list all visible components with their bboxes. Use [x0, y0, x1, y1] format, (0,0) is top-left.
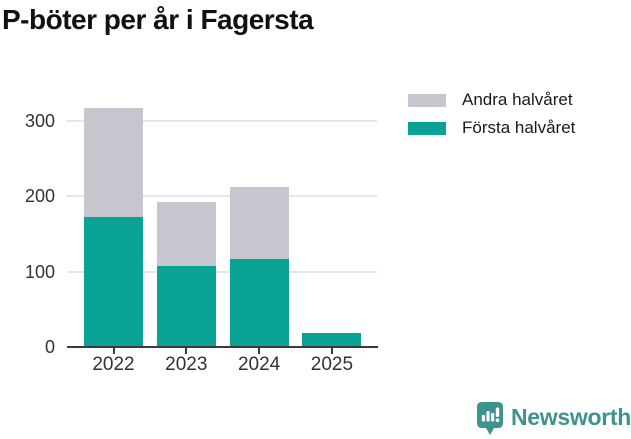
gridline-y-200	[67, 195, 377, 198]
legend: Andra halvåret Första halvåret	[408, 86, 575, 142]
x-tick-label-2023: 2023	[165, 354, 208, 375]
bar-2024-andra-halv-ret	[229, 187, 289, 259]
y-tick-label-300: 300	[24, 111, 55, 132]
x-tick-mark-2023	[185, 348, 188, 354]
y-tick-label-100: 100	[24, 261, 55, 282]
bar-2024-f-rsta-halv-ret	[229, 258, 289, 347]
legend-item-f-rsta-halv-ret: Första halvåret	[408, 114, 575, 142]
bar-2025-f-rsta-halv-ret	[302, 333, 362, 347]
x-tick-mark-2025	[330, 348, 333, 354]
legend-swatch-andra-halv-ret	[408, 93, 446, 107]
newsworthy-logo-text: Newsworthy	[511, 404, 631, 430]
bar-2022-andra-halv-ret	[84, 107, 143, 217]
y-tick-label-200: 200	[24, 186, 55, 207]
newsworthy-logo-icon	[477, 402, 503, 435]
bar-2022-f-rsta-halv-ret	[84, 216, 143, 347]
legend-item-andra-halv-ret: Andra halvåret	[408, 86, 575, 114]
legend-swatch-f-rsta-halv-ret	[408, 121, 446, 135]
gridline-y-300	[67, 120, 377, 123]
x-tick-label-2025: 2025	[310, 354, 354, 375]
y-tick-label-0: 0	[44, 337, 55, 357]
bar-2023-andra-halv-ret	[156, 202, 216, 267]
bar-chart-plot-area	[67, 106, 377, 347]
x-tick-label-2022: 2022	[92, 354, 135, 375]
legend-label-f-rsta-halv-ret: Första halvåret	[462, 118, 576, 137]
chart-title: P-böter per år i Fagersta	[2, 4, 314, 35]
x-axis-line	[67, 346, 378, 348]
bar-2023-f-rsta-halv-ret	[156, 266, 216, 347]
x-tick-mark-2024	[258, 348, 261, 354]
x-tick-mark-2022	[112, 348, 115, 354]
legend-label-andra-halv-ret: Andra halvåret	[462, 90, 573, 109]
gridline-y-100	[67, 270, 377, 273]
x-tick-label-2024: 2024	[237, 354, 281, 375]
newsworthy-logo: Newsworthy	[476, 401, 631, 436]
